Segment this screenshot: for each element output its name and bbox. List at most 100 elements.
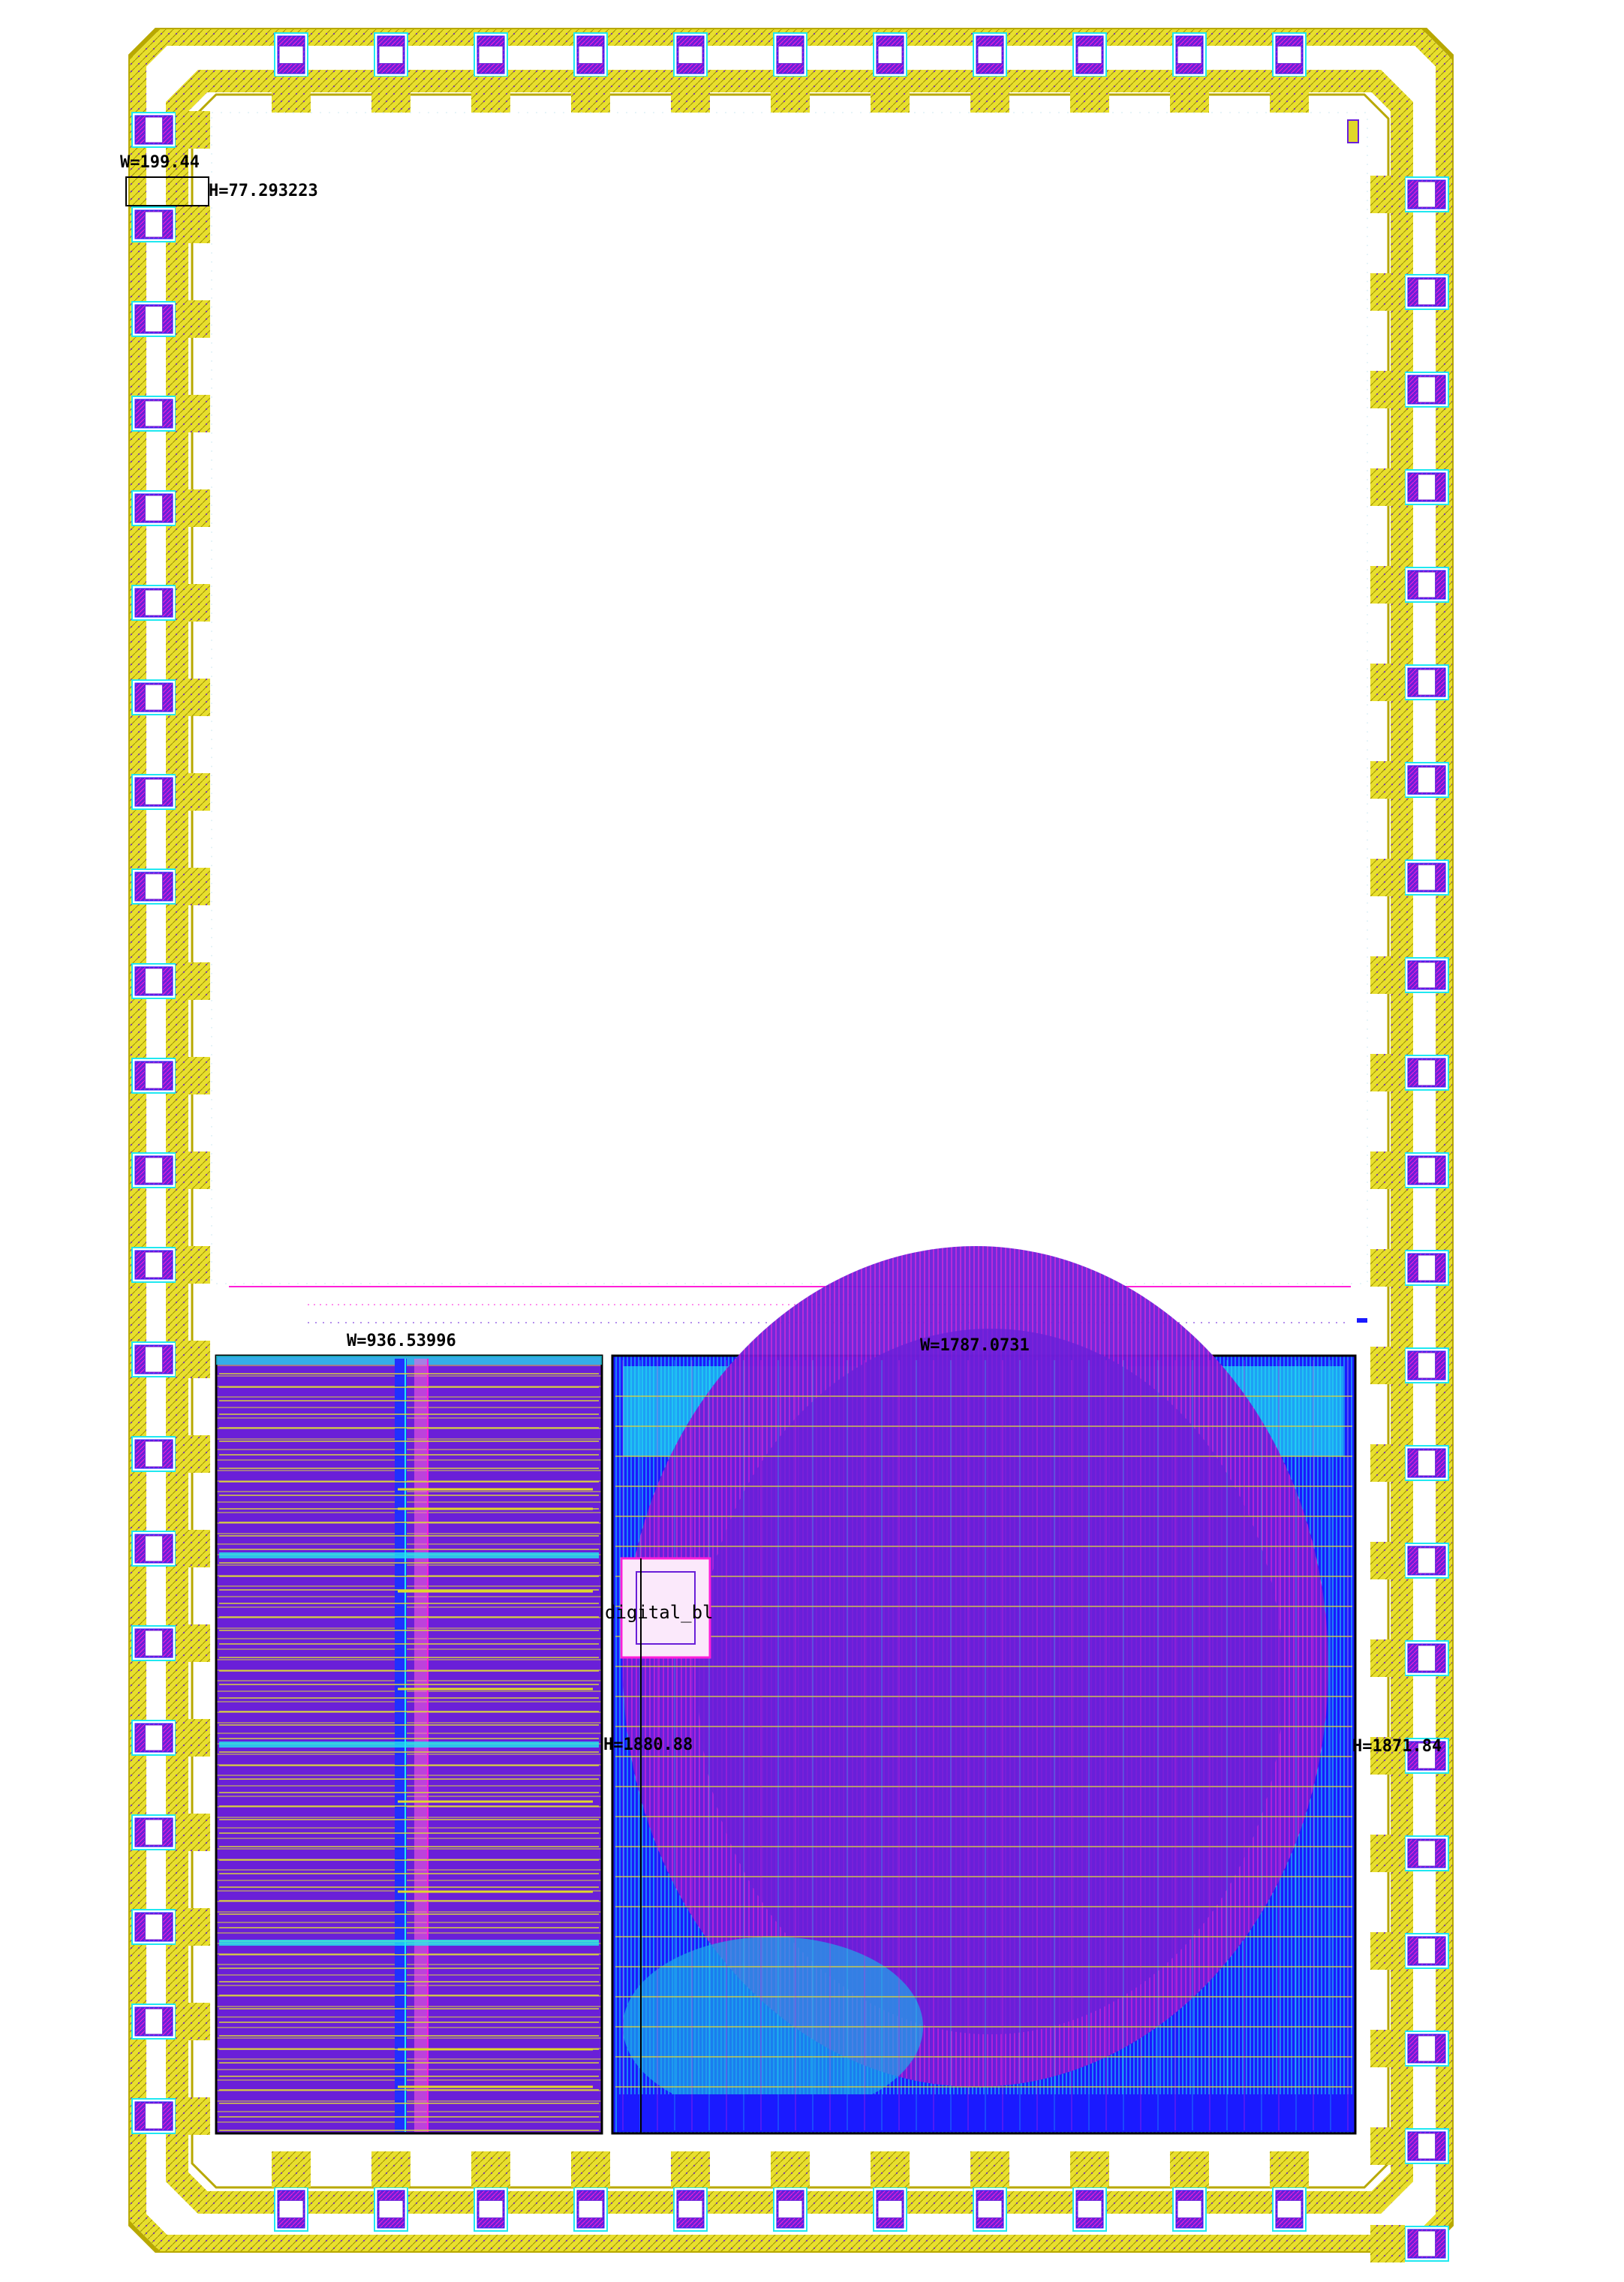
pad-connector — [1370, 1639, 1405, 1677]
pad-connector — [970, 77, 1009, 113]
pad-connector — [1370, 956, 1405, 994]
io-pad — [131, 1814, 176, 1850]
pad-connector — [176, 868, 210, 905]
pad-connector — [176, 1152, 210, 1189]
io-pad — [131, 1436, 176, 1472]
pad-connector — [176, 679, 210, 716]
left-block-rows — [219, 1373, 599, 2131]
io-pad — [673, 2187, 708, 2232]
pad-connector — [1370, 1152, 1405, 1189]
pad-connector — [176, 1057, 210, 1094]
pad-connector — [371, 77, 411, 113]
pad-connector — [176, 300, 210, 338]
io-pad — [131, 1625, 176, 1661]
pad-connector — [1370, 468, 1405, 506]
io-pad — [131, 206, 176, 242]
io-pad — [274, 2187, 308, 2232]
pad-connector — [1370, 371, 1405, 408]
pad-connector — [176, 206, 210, 243]
pad-connector — [272, 2151, 311, 2187]
io-pad — [1404, 1445, 1449, 1481]
pad-connector — [1370, 566, 1405, 604]
pad-connector — [176, 1814, 210, 1851]
pad-connector — [176, 2097, 210, 2135]
pad-connector — [771, 2151, 810, 2187]
right-block — [611, 1246, 1357, 2135]
pad-connector — [176, 1908, 210, 1946]
pad-connector — [1370, 176, 1405, 213]
io-pad — [131, 1152, 176, 1188]
pad-connector — [571, 2151, 610, 2187]
io-pad — [1072, 2187, 1107, 2232]
io-pad — [1272, 2187, 1307, 2232]
pad-connector — [176, 1341, 210, 1378]
io-pad — [573, 2187, 608, 2232]
pad-connector — [176, 2003, 210, 2040]
io-pad — [131, 301, 176, 337]
io-pad — [274, 32, 308, 77]
io-pad — [1404, 1933, 1449, 1969]
io-pad — [1404, 957, 1449, 993]
io-pad — [131, 1909, 176, 1945]
io-pad — [1272, 32, 1307, 77]
io-pad — [131, 2098, 176, 2134]
pad-connector — [1370, 761, 1405, 799]
pad-connector — [371, 2151, 411, 2187]
pad-connector — [1370, 1249, 1405, 1287]
pad-connector — [176, 395, 210, 432]
io-pad — [131, 1247, 176, 1283]
io-pad — [374, 2187, 408, 2232]
io-pad — [131, 774, 176, 810]
io-pad — [573, 32, 608, 77]
io-pad — [1404, 1640, 1449, 1676]
io-pad — [1404, 860, 1449, 896]
io-pad — [1404, 1250, 1449, 1286]
corner-marker — [1347, 119, 1359, 143]
pad-connector — [1370, 1347, 1405, 1384]
pad-connector — [1370, 273, 1405, 311]
pad-connector — [1170, 2151, 1209, 2187]
pad-connector — [176, 111, 210, 149]
pad-connector — [176, 1246, 210, 1284]
pad-width-label: W=199.44 — [120, 153, 200, 172]
pad-connector — [1370, 1737, 1405, 1775]
io-pad — [374, 32, 408, 77]
io-pad — [1404, 762, 1449, 798]
pad-connector — [1370, 2127, 1405, 2165]
io-pad — [131, 2004, 176, 2040]
io-pad-cells — [131, 32, 1449, 2262]
io-pad — [1404, 664, 1449, 700]
pad-connector — [1370, 1932, 1405, 1970]
pad-connector — [272, 77, 311, 113]
io-pad — [131, 585, 176, 621]
right-block-rows — [615, 1360, 1352, 2130]
pad-connector — [871, 2151, 910, 2187]
pad-connector — [1370, 664, 1405, 701]
io-pad — [131, 869, 176, 905]
pad-connector — [176, 962, 210, 1000]
right-block-width-label: W=1787.0731 — [920, 1336, 1030, 1355]
pad-connector — [471, 77, 510, 113]
pad-connector — [1270, 2151, 1309, 2187]
right-block-height-label: H=1871.84 — [1352, 1737, 1442, 1756]
io-pad — [131, 1720, 176, 1756]
io-pad — [1404, 2226, 1449, 2262]
io-pad — [773, 32, 807, 77]
io-pad — [873, 2187, 907, 2232]
io-pad — [973, 2187, 1007, 2232]
io-pad — [131, 112, 176, 148]
pad-connector — [1370, 1054, 1405, 1091]
io-pad — [474, 32, 508, 77]
small-marker — [1357, 1318, 1367, 1323]
left-block-bus — [219, 1940, 599, 1946]
io-pad — [773, 2187, 807, 2232]
pad-connector — [1170, 77, 1209, 113]
pad-connector — [1070, 77, 1109, 113]
left-block-width-label: W=936.53996 — [347, 1332, 456, 1350]
io-pad — [1404, 1738, 1449, 1774]
io-pad — [1404, 469, 1449, 505]
pad-connector — [176, 773, 210, 811]
pad-connector — [1370, 859, 1405, 896]
io-pad — [1172, 32, 1207, 77]
